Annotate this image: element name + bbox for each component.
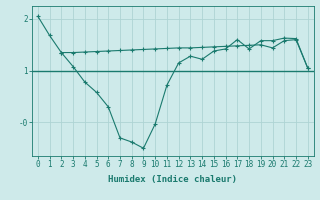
X-axis label: Humidex (Indice chaleur): Humidex (Indice chaleur) [108,175,237,184]
